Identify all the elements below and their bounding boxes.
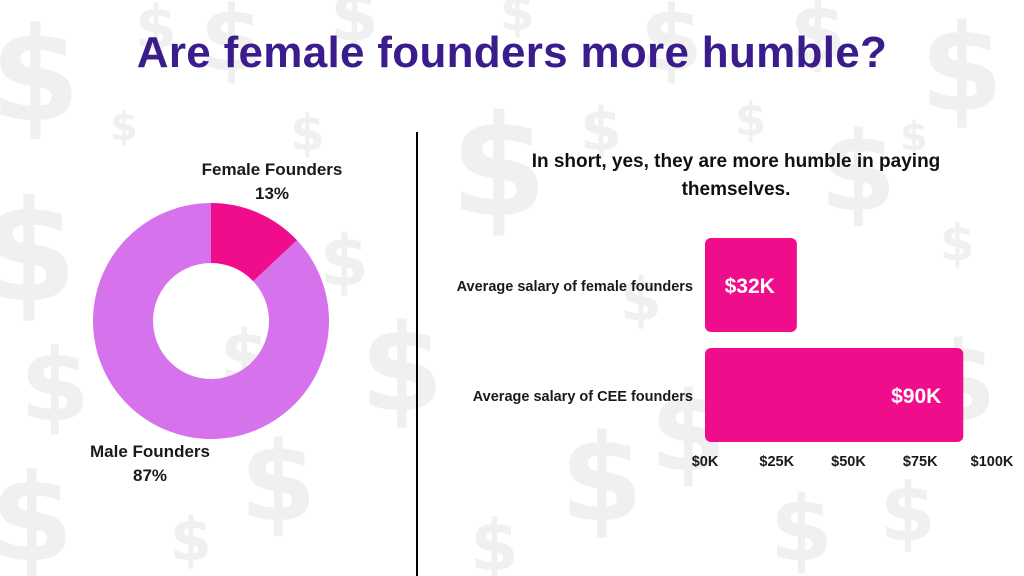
male-founders-label-text: Male Founders [90,442,210,461]
bar-category-label: Average salary of CEE founders [473,389,693,405]
svg-text:$: $ [200,0,263,92]
bar-category-label: Average salary of female founders [457,279,693,295]
svg-text:$: $ [560,410,644,549]
female-founders-label: Female Founders 13% [182,158,362,206]
svg-text:$: $ [360,300,444,439]
svg-text:$: $ [620,265,662,335]
svg-text:$: $ [110,104,138,150]
svg-text:$: $ [450,86,547,249]
svg-text:$: $ [135,0,177,63]
bar-value-label: $90K [891,385,941,408]
page-title: Are female founders more humble? [136,28,888,77]
x-tick-label: $50K [831,454,866,470]
svg-text:$: $ [320,220,369,302]
svg-text:$: $ [640,0,703,92]
donut-chart [92,203,329,439]
svg-text:$: $ [170,505,212,575]
svg-text:$: $ [0,171,77,334]
svg-text:$: $ [330,0,379,57]
salary-bar-chart: Average salary of female founders $32K Ave… [457,238,1014,470]
section-divider [416,132,418,576]
female-founders-percent: 13% [254,184,290,203]
male-founders-percent: 87% [132,466,168,485]
svg-text:$: $ [470,505,519,576]
svg-text:$: $ [580,95,622,165]
svg-text:$: $ [900,114,928,160]
bar-cee-founders [705,348,964,442]
male-founders-label: Male Founders 87% [70,440,230,488]
svg-text:$: $ [940,214,975,272]
svg-text:$: $ [770,477,833,576]
donut-slice-male-founders [92,203,329,439]
svg-text:$: $ [500,0,535,42]
svg-text:$: $ [20,327,90,444]
x-tick-label: $75K [903,454,938,470]
svg-text:$: $ [790,0,846,79]
svg-text:$: $ [880,466,936,559]
svg-text:$: $ [0,450,74,576]
donut-slice-female-founders [211,203,298,282]
x-tick-label: $25K [759,454,794,470]
bar-female-founders [705,238,797,332]
svg-text:$: $ [920,0,1004,139]
svg-text:$: $ [240,418,317,546]
svg-text:$: $ [820,108,897,236]
svg-text:$: $ [0,0,80,151]
female-founders-label-text: Female Founders [201,160,343,179]
bar-value-label: $32K [725,275,775,298]
x-tick-label: $0K [692,454,719,470]
svg-text:$: $ [735,93,766,146]
x-tick-label: $100K [971,454,1014,470]
chart-subtitle: In short, yes, they are more humble in p… [531,151,941,200]
svg-text:$: $ [290,104,325,162]
